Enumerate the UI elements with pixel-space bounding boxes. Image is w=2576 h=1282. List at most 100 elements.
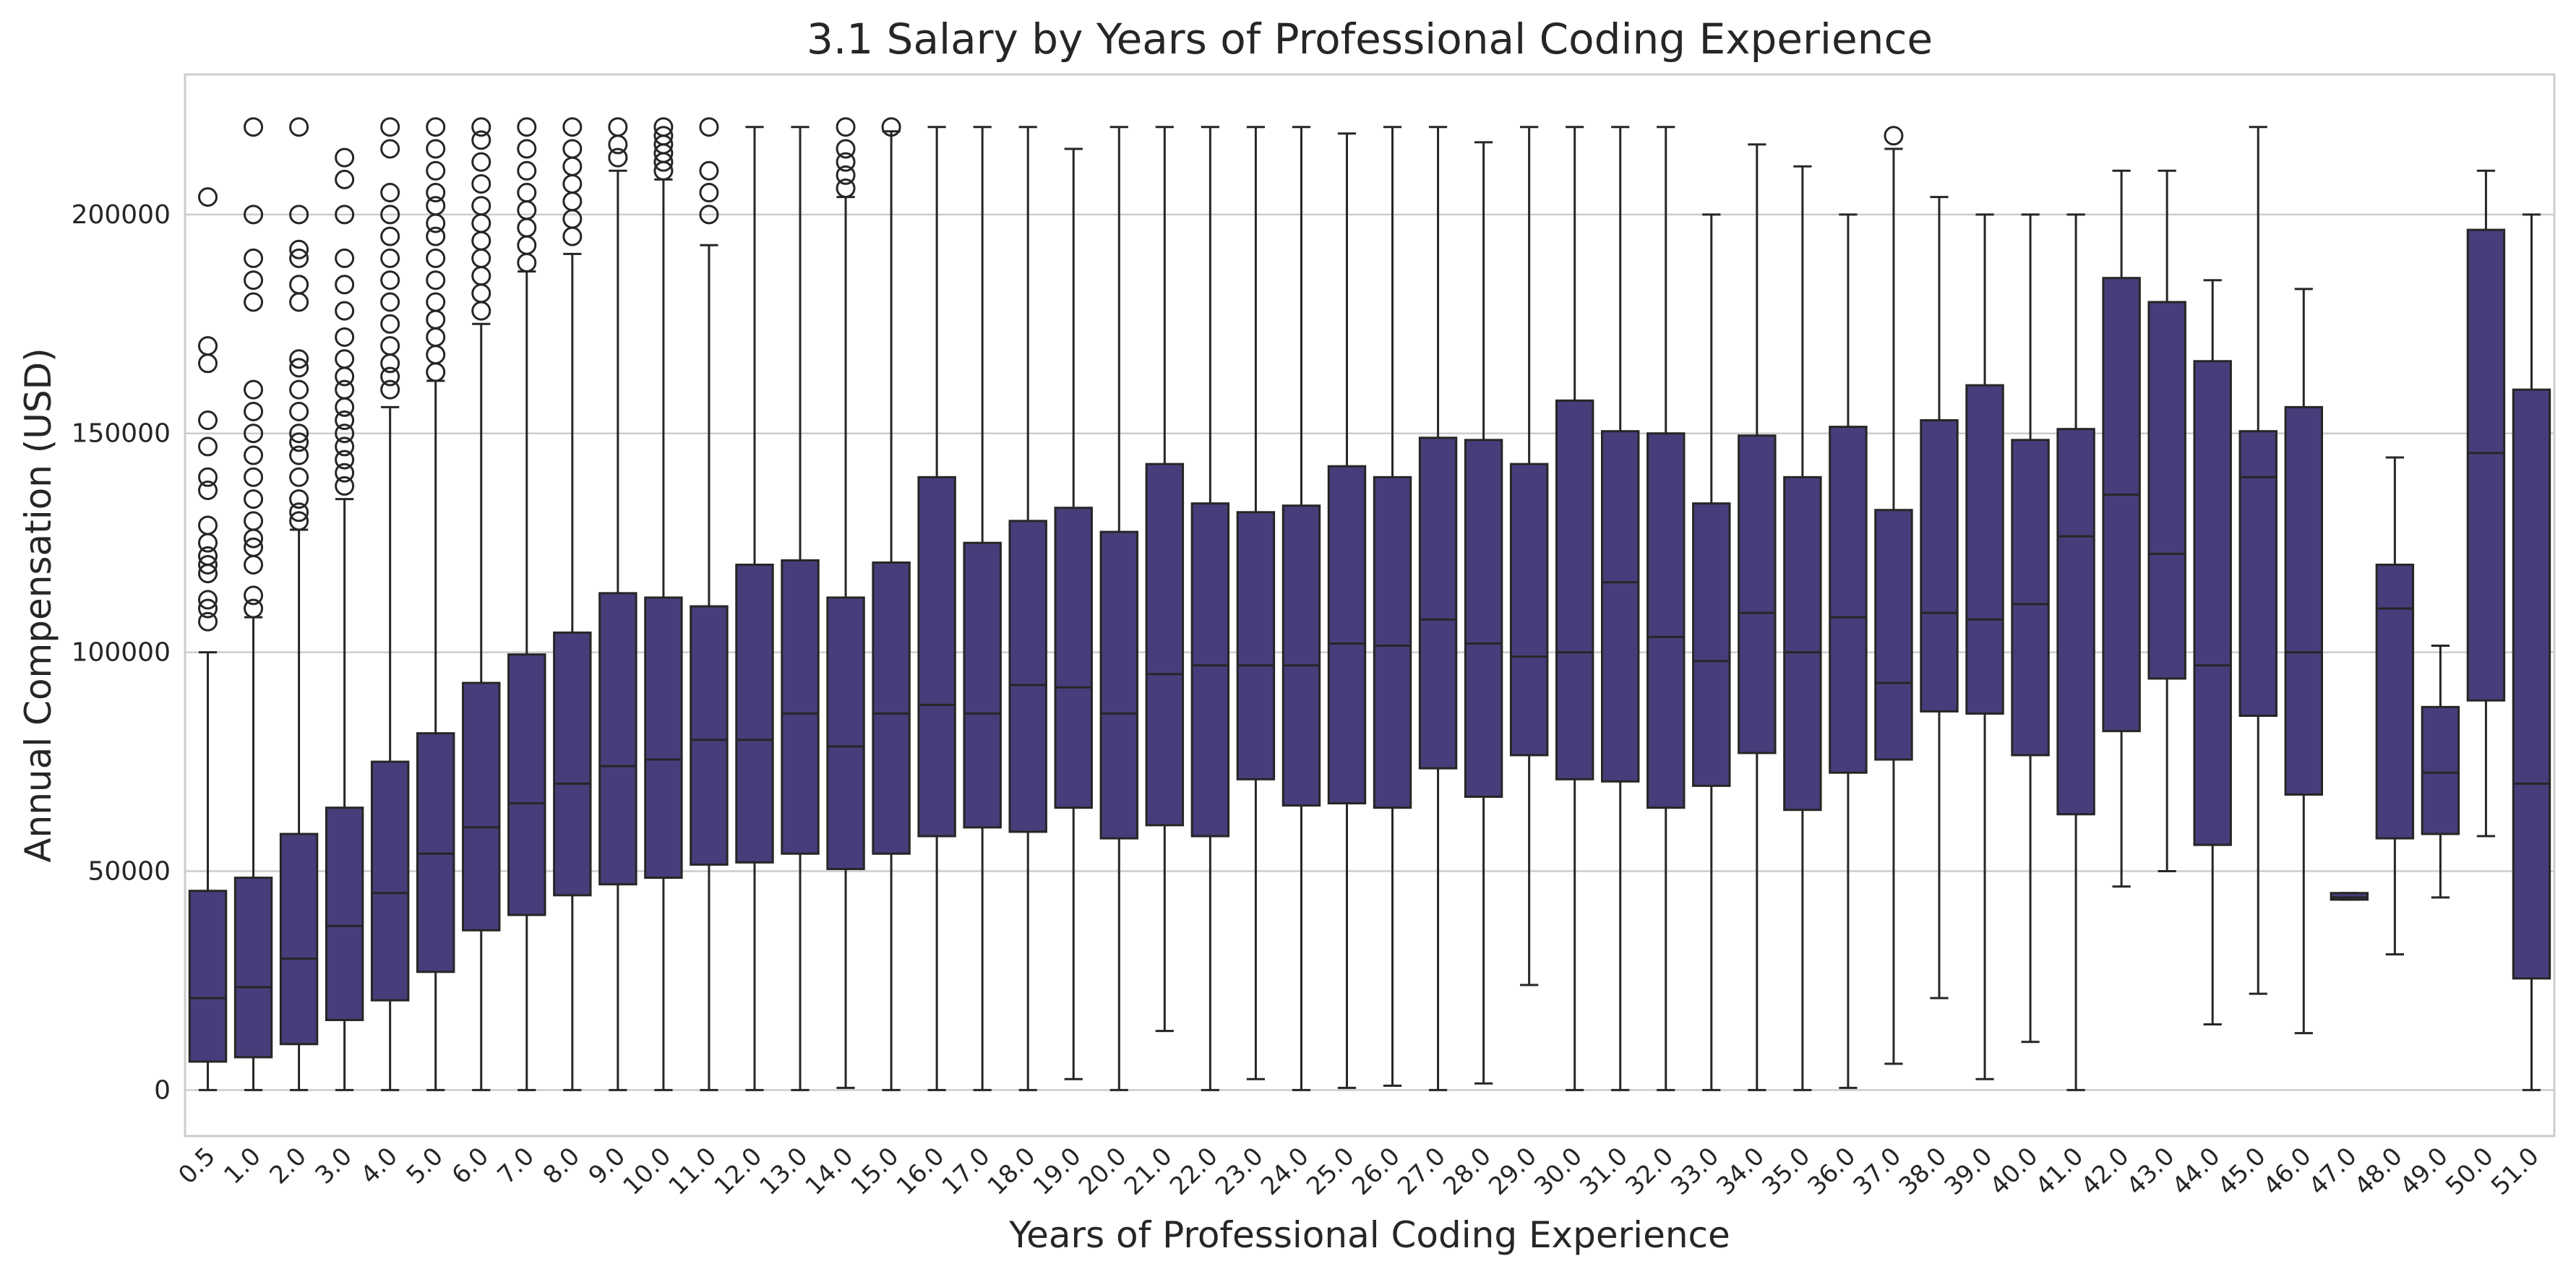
outlier-point bbox=[335, 463, 355, 483]
box-44.0 bbox=[2193, 279, 2232, 1026]
iqr-box bbox=[963, 541, 1002, 829]
iqr-box bbox=[370, 760, 410, 1002]
box-23.0 bbox=[1236, 126, 1276, 1080]
outlier-point bbox=[198, 598, 218, 619]
box-6.0 bbox=[462, 117, 501, 1091]
box-41.0 bbox=[2056, 213, 2095, 1091]
iqr-box bbox=[2466, 228, 2506, 702]
box-7.0 bbox=[507, 117, 546, 1091]
box-25.0 bbox=[1327, 132, 1367, 1089]
outlier-point bbox=[198, 336, 218, 356]
outlier-point bbox=[426, 160, 446, 181]
outlier-point bbox=[289, 467, 309, 487]
iqr-box bbox=[1509, 463, 1549, 757]
outlier-point bbox=[289, 248, 309, 268]
iqr-box bbox=[1418, 436, 1458, 770]
box-16.0 bbox=[917, 126, 956, 1091]
iqr-box bbox=[1190, 502, 1230, 838]
box-39.0 bbox=[1965, 213, 2004, 1080]
iqr-box bbox=[2102, 277, 2141, 733]
outlier-point bbox=[335, 205, 355, 225]
iqr-box bbox=[1555, 399, 1594, 780]
iqr-box bbox=[1327, 465, 1367, 805]
outlier-point bbox=[471, 173, 491, 194]
box-0.5 bbox=[188, 187, 228, 1091]
iqr-box bbox=[1647, 432, 1686, 809]
outlier-point bbox=[289, 423, 309, 444]
box-21.0 bbox=[1145, 126, 1185, 1033]
iqr-box bbox=[1099, 530, 1139, 840]
box-3.0 bbox=[325, 147, 364, 1091]
box-1.0 bbox=[233, 117, 273, 1091]
outlier-point bbox=[244, 511, 264, 531]
outlier-point bbox=[289, 275, 309, 295]
iqr-box bbox=[917, 476, 956, 838]
iqr-box bbox=[1965, 384, 2004, 715]
outlier-point bbox=[335, 327, 355, 347]
outlier-point bbox=[380, 379, 400, 400]
iqr-box bbox=[416, 732, 455, 973]
outlier-point bbox=[198, 467, 218, 487]
outlier-point bbox=[335, 449, 355, 470]
outlier-point bbox=[517, 160, 537, 181]
outlier-point bbox=[289, 502, 309, 522]
box-28.0 bbox=[1464, 141, 1503, 1085]
outlier-point bbox=[198, 515, 218, 535]
iqr-box bbox=[781, 559, 820, 855]
iqr-box bbox=[2330, 892, 2369, 901]
iqr-box bbox=[690, 605, 729, 866]
box-46.0 bbox=[2284, 288, 2324, 1035]
outlier-point bbox=[244, 401, 264, 421]
box-series bbox=[188, 117, 2551, 1091]
plot-area-frame bbox=[184, 73, 2556, 1137]
iqr-box bbox=[872, 561, 911, 855]
box-38.0 bbox=[1920, 196, 1959, 999]
outlier-point bbox=[244, 270, 264, 291]
y-tick-label: 100000 bbox=[72, 638, 171, 668]
outlier-point bbox=[471, 130, 491, 150]
outlier-point bbox=[335, 275, 355, 295]
iqr-box bbox=[826, 596, 865, 870]
box-8.0 bbox=[553, 117, 592, 1091]
outlier-point bbox=[335, 476, 355, 496]
iqr-box bbox=[735, 563, 774, 864]
iqr-box bbox=[1236, 511, 1276, 780]
iqr-box bbox=[2147, 301, 2186, 680]
box-42.0 bbox=[2102, 169, 2141, 888]
iqr-box bbox=[2238, 430, 2277, 717]
outlier-point bbox=[1884, 126, 1904, 146]
iqr-box bbox=[2421, 705, 2460, 835]
outlier-point bbox=[198, 436, 218, 457]
y-tick-label: 150000 bbox=[72, 419, 171, 449]
box-33.0 bbox=[1692, 213, 1731, 1091]
outlier-point bbox=[836, 165, 856, 185]
outlier-point bbox=[289, 349, 309, 369]
box-17.0 bbox=[963, 126, 1002, 1091]
outlier-point bbox=[699, 183, 719, 203]
outlier-point bbox=[836, 139, 856, 159]
outlier-point bbox=[380, 248, 400, 268]
y-tick-label: 0 bbox=[154, 1075, 171, 1105]
iqr-box bbox=[1373, 476, 1412, 809]
outlier-point bbox=[244, 292, 264, 312]
box-12.0 bbox=[735, 126, 774, 1091]
outlier-point bbox=[426, 117, 446, 137]
box-27.0 bbox=[1418, 126, 1458, 1091]
y-tick-label: 200000 bbox=[72, 200, 171, 230]
box-22.0 bbox=[1190, 126, 1230, 1091]
x-axis-label: Years of Professional Coding Experience bbox=[1008, 1214, 1730, 1256]
outlier-point bbox=[198, 590, 218, 610]
outlier-point bbox=[380, 366, 400, 387]
outlier-point bbox=[608, 147, 628, 168]
box-34.0 bbox=[1738, 143, 1777, 1091]
box-49.0 bbox=[2421, 645, 2460, 899]
outlier-point bbox=[380, 292, 400, 312]
box-26.0 bbox=[1373, 126, 1412, 1087]
y-axis-label: Annual Compensation (USD) bbox=[17, 348, 59, 862]
iqr-box bbox=[325, 806, 364, 1021]
outlier-point bbox=[517, 183, 537, 203]
y-tick-label: 50000 bbox=[87, 857, 171, 887]
box-11.0 bbox=[690, 117, 729, 1091]
outlier-point bbox=[244, 445, 264, 465]
